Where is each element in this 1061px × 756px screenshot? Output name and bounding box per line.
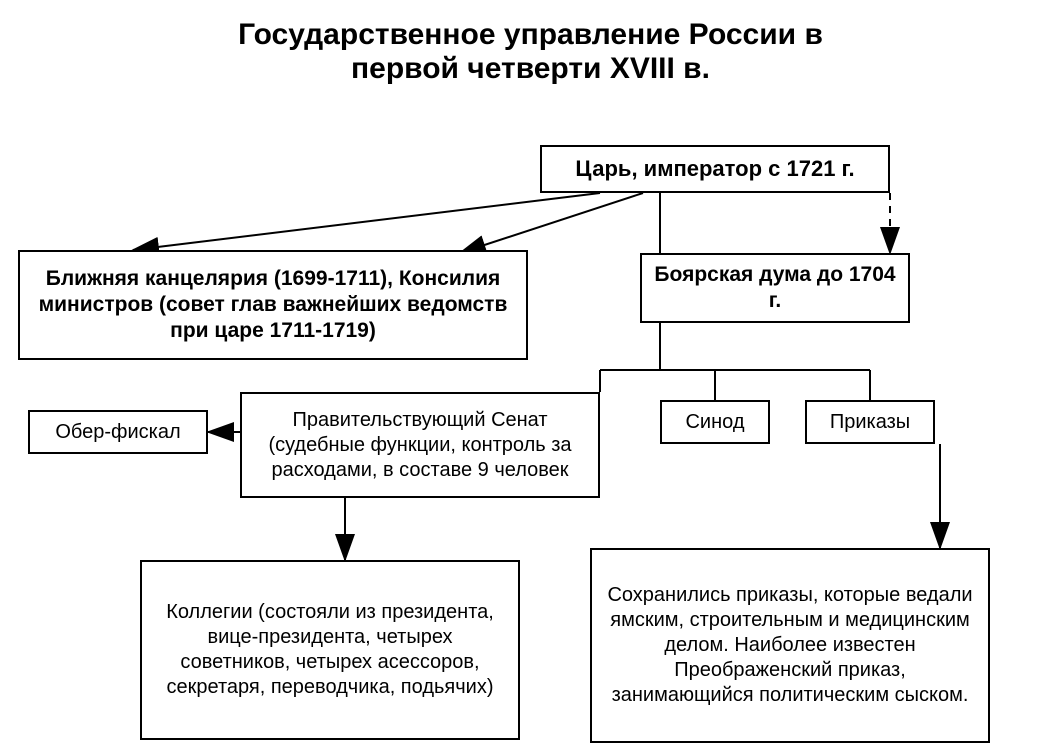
node-tsar-label: Царь, император с 1721 г. xyxy=(575,155,854,183)
diagram-canvas: Государственное управление России вперво… xyxy=(0,0,1061,756)
node-tsar: Царь, император с 1721 г. xyxy=(540,145,890,193)
node-oberfiskal-label: Обер-фискал xyxy=(55,420,180,445)
node-sinod-label: Синод xyxy=(685,410,744,435)
title-line1: Государственное управление России в xyxy=(0,18,1061,52)
node-prikazy-note: Сохранились приказы, которые ведали ямск… xyxy=(590,548,990,743)
node-prikazy-note-label: Сохранились приказы, которые ведали ямск… xyxy=(602,583,978,708)
node-oberfiskal: Обер-фискал xyxy=(28,410,208,454)
node-senat: Правительствующий Сенат (судебные функци… xyxy=(240,392,600,498)
title-line2: первой четверти XVIII в. xyxy=(0,52,1061,86)
node-duma: Боярская дума до 1704 г. xyxy=(640,253,910,323)
diagram-title: Государственное управление России вперво… xyxy=(0,18,1061,86)
node-duma-label: Боярская дума до 1704 г. xyxy=(652,262,898,315)
node-sinod: Синод xyxy=(660,400,770,444)
node-chancery-label: Ближняя канцелярия (1699-1711), Консилия… xyxy=(30,266,516,345)
node-kollegii-label: Коллегии (состояли из президента, вице-п… xyxy=(152,600,508,700)
node-prikazy-label: Приказы xyxy=(830,410,910,435)
node-senat-label: Правительствующий Сенат (судебные функци… xyxy=(252,408,588,483)
node-chancery: Ближняя канцелярия (1699-1711), Консилия… xyxy=(18,250,528,360)
node-prikazy: Приказы xyxy=(805,400,935,444)
node-kollegii: Коллегии (состояли из президента, вице-п… xyxy=(140,560,520,740)
